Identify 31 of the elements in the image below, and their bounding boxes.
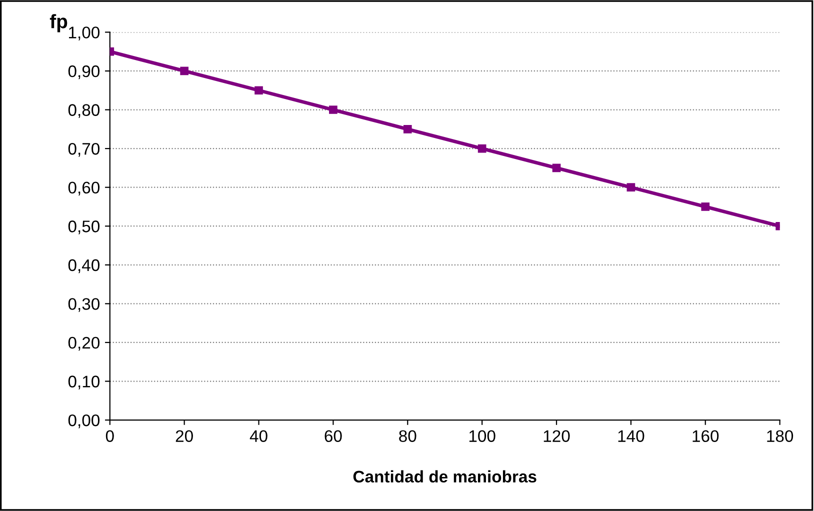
y-tick-label: 0,10 — [68, 376, 100, 390]
point — [626, 183, 636, 192]
x-tick-label: 20 — [176, 430, 193, 442]
x-tick-label: 100 — [469, 430, 496, 442]
y-tick-label: 0,90 — [68, 65, 100, 80]
x-tick-label: 140 — [618, 430, 644, 442]
x-tick-label: 0 — [106, 430, 114, 442]
x-tick-label: 60 — [324, 430, 342, 442]
y-tick-label: 1,00 — [69, 26, 100, 40]
y-tick-label: 0,50 — [68, 220, 100, 234]
y-tick-label: 0,30 — [68, 298, 100, 312]
y-tick-label: 0,80 — [68, 104, 100, 118]
x-tick-label: 40 — [250, 430, 268, 442]
x-tick-label: 120 — [544, 430, 570, 442]
point — [329, 106, 338, 114]
point — [254, 86, 263, 95]
point — [701, 202, 710, 211]
x-axis-title: Cantidad de maniobras — [353, 470, 536, 483]
y-axis-title: fp — [50, 14, 68, 32]
y-tick-label: 0,60 — [68, 182, 100, 196]
point — [180, 66, 188, 76]
x-tick-label: 160 — [692, 430, 719, 442]
point — [478, 144, 486, 153]
point — [403, 124, 412, 134]
point — [552, 164, 561, 172]
y-tick-label: 0,70 — [68, 142, 100, 157]
x-tick-label: 180 — [767, 430, 794, 442]
y-tick-label: 0,20 — [68, 336, 100, 351]
x-tick-label: 80 — [399, 430, 416, 442]
y-tick-label: 0,40 — [68, 259, 100, 274]
y-tick-label: 0,00 — [68, 414, 100, 428]
